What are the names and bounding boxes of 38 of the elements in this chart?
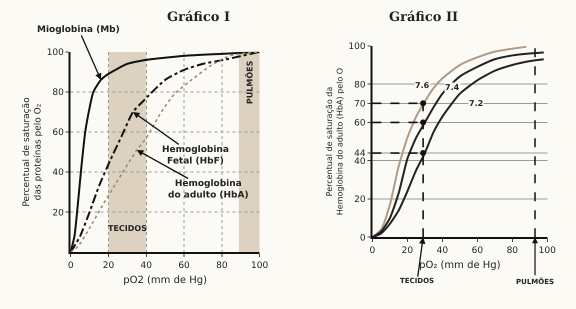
y-tick-label: 100	[46, 48, 64, 58]
y-tick-label: 100	[348, 42, 366, 52]
x-tick-label: 60	[472, 246, 484, 256]
x-axis-title: pO₂ (mm de Hg)	[419, 260, 501, 272]
band-label: PULMÕES	[244, 60, 254, 104]
annotation: Hemoglobina do adulto (HbA)	[168, 179, 249, 201]
annotation: 7.6	[415, 81, 430, 90]
y-tick-label: 20	[52, 208, 64, 218]
y-axis-title: Percentual de saturação da Hemoglobina do adulto (HbA) pelo O	[325, 68, 345, 216]
y-tick-label: 40	[52, 168, 64, 178]
band-label: TECIDOS	[108, 224, 148, 233]
chart-title: Gráfico II	[389, 10, 458, 25]
annotation: 7.4	[445, 83, 460, 92]
y-tick-label: 60	[52, 128, 64, 138]
x-tick-label: 60	[178, 260, 190, 271]
x-tick-label: 40	[436, 246, 448, 256]
y-tick-label: 0	[360, 233, 366, 244]
y-tick-label: 60	[354, 118, 366, 129]
annotation: Hemoglobina Fetal (HbF)	[162, 145, 229, 167]
y-tick-label: 70	[354, 99, 366, 110]
y-tick-label: 20	[354, 195, 366, 206]
x-axis-title: pO2 (mm de Hg)	[123, 274, 208, 286]
x-tick-label: 100	[251, 260, 268, 271]
x-tick-label: 80	[506, 246, 518, 256]
x-tick-label: 0	[68, 260, 74, 271]
x-tick-label: 100	[538, 246, 556, 256]
chart-title: Gráfico I	[167, 10, 230, 25]
x-tick-label: 20	[102, 260, 114, 271]
x-tick-label: 80	[216, 260, 228, 271]
x-tick-label: 0	[370, 246, 376, 256]
x-tick-label: 20	[402, 246, 414, 256]
y-tick-label: 80	[52, 88, 64, 98]
y-axis-title: Percentual de saturação das proteínas pelo O₂	[22, 96, 44, 207]
x-tick-label: 40	[140, 260, 152, 271]
annotation: Mioglobina (Mb)	[37, 25, 120, 35]
annotation: 7.2	[469, 99, 484, 108]
y-tick-label: 80	[354, 80, 366, 90]
y-tick-label: 40	[354, 156, 366, 167]
